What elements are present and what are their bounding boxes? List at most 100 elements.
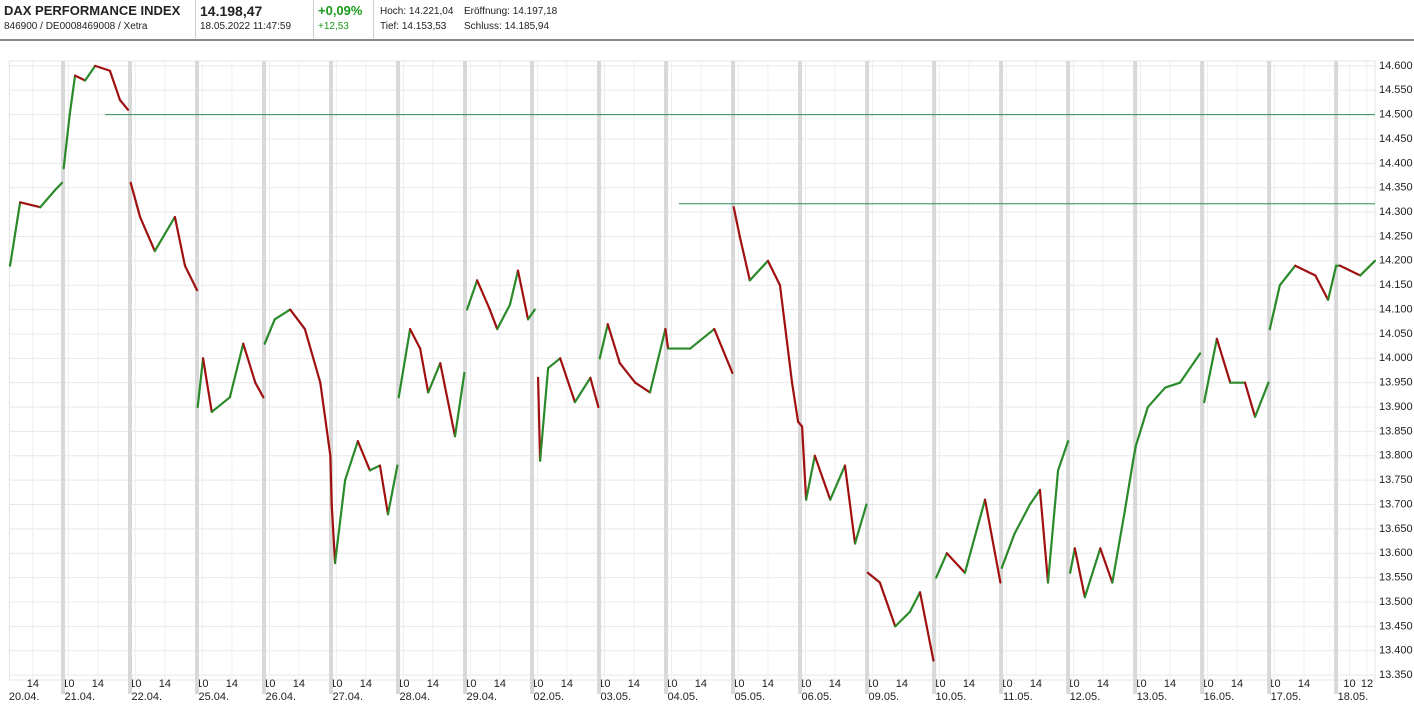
- day-label: 20.04.: [9, 691, 40, 703]
- y-tick-label: 13.700: [1379, 498, 1413, 510]
- price-segment: [84, 64, 97, 82]
- price-segment: [800, 425, 808, 501]
- y-tick-label: 13.850: [1379, 425, 1413, 437]
- x-tick-label: 14: [226, 678, 238, 690]
- price-segment: [378, 464, 390, 516]
- price-segment: [778, 284, 794, 384]
- x-tick-label: 14: [628, 678, 640, 690]
- y-tick-label: 13.600: [1379, 547, 1413, 559]
- x-tick-label: 10: [665, 678, 677, 690]
- price-segment: [368, 464, 382, 472]
- price-segment: [73, 74, 87, 82]
- price-segment: [1073, 547, 1086, 599]
- x-tick-label: 14: [829, 678, 841, 690]
- price-segment: [183, 264, 199, 292]
- price-segment: [8, 201, 22, 267]
- price-segment: [526, 308, 536, 321]
- price-segment: [210, 396, 231, 414]
- day-label: 10.05.: [936, 691, 967, 703]
- price-segment: [1326, 264, 1338, 301]
- price-segment: [598, 323, 609, 360]
- x-tick-label: 14: [762, 678, 774, 690]
- price-segment: [748, 259, 770, 282]
- price-segment: [1178, 366, 1192, 384]
- price-segment: [1268, 284, 1281, 331]
- header-divider: [195, 0, 196, 38]
- x-tick-label: 14: [963, 678, 975, 690]
- price-segment: [496, 303, 512, 331]
- price-segment: [1339, 264, 1362, 277]
- price-segment: [1000, 532, 1016, 569]
- x-tick-label: 10: [1000, 678, 1012, 690]
- price-segment: [829, 464, 847, 501]
- price-segment: [648, 327, 667, 394]
- y-tick-label: 14.000: [1379, 352, 1413, 364]
- y-tick-label: 13.900: [1379, 401, 1413, 413]
- x-tick-label: 14: [1030, 678, 1042, 690]
- price-segment: [738, 235, 751, 282]
- y-tick-label: 14.200: [1379, 255, 1413, 267]
- price-segment: [329, 454, 333, 506]
- price-segment: [866, 571, 881, 584]
- price-segment: [53, 181, 64, 192]
- price-segment: [983, 498, 1002, 584]
- x-tick-label: 10: [330, 678, 342, 690]
- price-segment: [397, 327, 412, 399]
- price-segment: [894, 610, 912, 628]
- y-tick-label: 14.600: [1379, 60, 1413, 72]
- price-segment: [1134, 405, 1149, 448]
- price-segment: [766, 259, 782, 287]
- price-segment: [1278, 264, 1297, 287]
- price-segment: [62, 113, 71, 170]
- change-abs: +12,53: [318, 21, 349, 32]
- x-tick-label: 14: [1164, 678, 1176, 690]
- price-segment: [1056, 440, 1070, 472]
- x-tick-label: 10: [732, 678, 744, 690]
- price-segment: [508, 269, 520, 306]
- x-tick-label: 14: [1097, 678, 1109, 690]
- price-segment: [330, 503, 337, 565]
- x-tick-label: 10: [1134, 678, 1146, 690]
- y-tick-label: 14.100: [1379, 303, 1413, 315]
- x-tick-label: 10: [62, 678, 74, 690]
- day-label: 09.05.: [869, 691, 900, 703]
- price-segment: [108, 69, 122, 102]
- price-segment: [465, 279, 479, 311]
- price-segment: [39, 189, 57, 209]
- x-tick-label: 10: [799, 678, 811, 690]
- price-segment: [453, 371, 466, 438]
- y-tick-label: 13.550: [1379, 572, 1413, 584]
- change-pct: +0,09%: [318, 3, 363, 18]
- x-tick-label: 10: [866, 678, 878, 690]
- price-segment: [963, 498, 987, 574]
- x-tick-label: 14: [27, 678, 39, 690]
- close: Schluss: 14.185,94: [464, 21, 550, 32]
- price-segment: [853, 503, 868, 545]
- price-segment: [918, 591, 935, 662]
- x-tick-label: 10: [196, 678, 208, 690]
- open: Eröffnung: 14.197,18: [464, 6, 558, 17]
- price-segment: [516, 269, 530, 321]
- price-segment: [254, 381, 265, 399]
- price-segment: [547, 357, 562, 370]
- day-label: 17.05.: [1271, 691, 1302, 703]
- day-label: 27.04.: [332, 691, 363, 703]
- price-segment: [303, 327, 322, 384]
- y-tick-label: 14.550: [1379, 84, 1413, 96]
- x-tick-label: 10: [397, 678, 409, 690]
- y-tick-label: 13.350: [1379, 669, 1413, 681]
- day-label: 12.05.: [1070, 691, 1101, 703]
- price-segment: [242, 342, 257, 384]
- price-segment: [945, 552, 967, 574]
- price: 14.198,47: [200, 3, 263, 19]
- price-segment: [1038, 488, 1050, 584]
- x-tick-label: 14: [1298, 678, 1310, 690]
- price-segment: [439, 362, 457, 438]
- price-segment: [878, 581, 897, 628]
- x-tick-label: 14: [561, 678, 573, 690]
- day-label: 03.05.: [601, 691, 632, 703]
- price-segment: [790, 381, 800, 423]
- price-segment: [289, 308, 307, 331]
- day-label: 05.05.: [735, 691, 766, 703]
